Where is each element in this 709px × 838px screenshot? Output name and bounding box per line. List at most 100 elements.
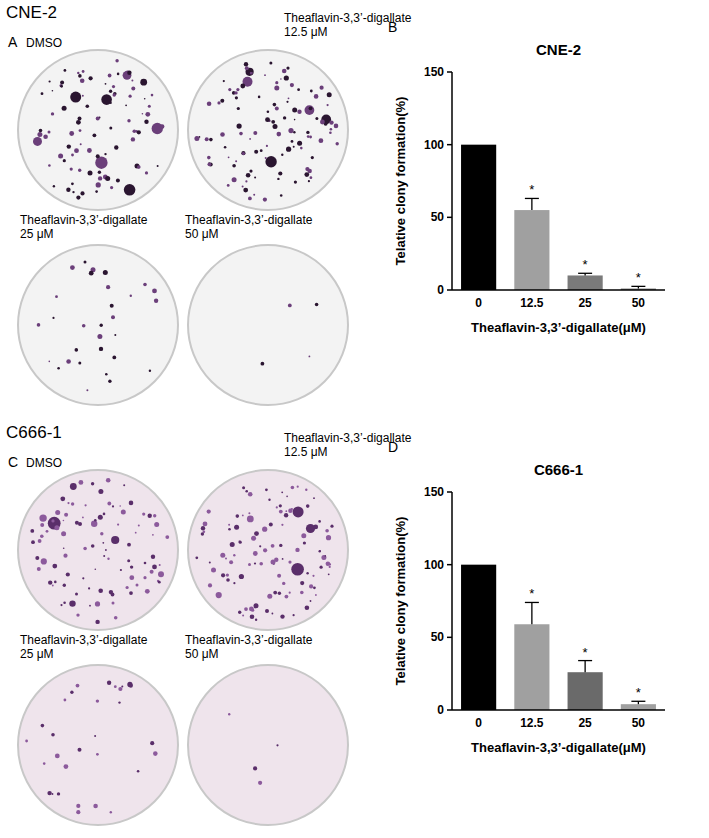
colony xyxy=(269,61,272,64)
colony xyxy=(245,180,247,182)
colony xyxy=(76,684,80,688)
colony xyxy=(67,144,71,148)
colony xyxy=(152,289,157,294)
colony xyxy=(144,562,147,565)
colony xyxy=(220,132,225,137)
colony xyxy=(220,99,224,103)
colony xyxy=(306,504,310,508)
colony xyxy=(244,62,248,66)
colony xyxy=(143,283,147,287)
colony xyxy=(226,578,230,582)
error-cap xyxy=(631,286,645,287)
colony xyxy=(137,165,141,169)
plate-label: Theaflavin-3,3’-digallate12.5 μM xyxy=(284,431,412,459)
bar xyxy=(621,704,656,710)
colony xyxy=(129,575,134,580)
bars xyxy=(461,565,656,710)
colony xyxy=(195,556,198,559)
colony xyxy=(131,87,135,91)
colony xyxy=(220,553,225,558)
colony xyxy=(103,555,105,557)
colony xyxy=(211,568,216,573)
bar xyxy=(514,624,549,710)
colony xyxy=(76,95,79,98)
colony xyxy=(157,165,159,167)
colony xyxy=(119,505,121,507)
colony xyxy=(57,792,60,795)
colony xyxy=(51,733,55,737)
colony xyxy=(117,73,120,76)
colony xyxy=(254,150,258,154)
colony xyxy=(78,74,82,78)
colony xyxy=(80,191,84,195)
colony xyxy=(110,811,112,813)
colony xyxy=(78,169,81,172)
colony xyxy=(40,523,44,527)
colony xyxy=(293,146,295,148)
colony xyxy=(254,562,256,564)
colony xyxy=(93,804,98,809)
colony xyxy=(228,524,230,526)
colony xyxy=(236,514,240,518)
colony xyxy=(326,535,331,540)
colony xyxy=(280,194,283,197)
colony xyxy=(63,547,65,549)
colony xyxy=(152,534,154,536)
panel-letter: A xyxy=(8,34,18,50)
colony xyxy=(279,510,283,514)
colony xyxy=(271,120,275,124)
colony xyxy=(63,159,66,162)
y-axis xyxy=(451,72,453,290)
y-tick-label: 100 xyxy=(424,138,444,152)
colony xyxy=(105,83,107,85)
colony xyxy=(154,522,159,527)
x-tick-label: 0 xyxy=(475,296,482,310)
colony xyxy=(229,560,233,564)
colony xyxy=(297,110,301,114)
colony xyxy=(69,131,74,136)
colony xyxy=(226,574,229,577)
colony xyxy=(247,516,254,523)
colony xyxy=(265,156,276,167)
colony xyxy=(49,361,51,363)
x-tick-label: 12.5 xyxy=(520,716,544,730)
colony xyxy=(244,607,248,611)
colony xyxy=(319,138,324,143)
error-cap xyxy=(525,198,539,199)
bar xyxy=(514,210,549,290)
colony xyxy=(242,486,245,489)
plate-dish xyxy=(188,50,348,210)
colony xyxy=(109,590,113,594)
colony xyxy=(38,539,42,543)
colony xyxy=(112,602,115,605)
colony xyxy=(245,66,249,70)
plate-dish xyxy=(18,50,178,210)
colony xyxy=(249,170,252,173)
colony xyxy=(60,496,65,501)
colony xyxy=(282,69,287,74)
section-header: CNE-2 xyxy=(6,3,57,22)
colony xyxy=(326,562,331,567)
plate-label-line: Theaflavin-3,3’-digallate xyxy=(20,213,148,227)
colony xyxy=(292,108,297,113)
colony xyxy=(318,520,321,523)
colony xyxy=(159,564,161,566)
error-cap xyxy=(578,660,592,661)
colony xyxy=(76,120,81,125)
colony xyxy=(238,611,241,614)
colony xyxy=(158,581,161,584)
panel-letter: B xyxy=(388,19,397,35)
colony xyxy=(67,502,69,504)
chart-title: CNE-2 xyxy=(536,41,581,58)
colony xyxy=(148,514,152,518)
colony xyxy=(241,151,245,155)
colony xyxy=(85,504,87,506)
colony xyxy=(82,70,85,73)
colony xyxy=(288,97,290,99)
plate-label: DMSO xyxy=(26,36,62,50)
colony xyxy=(311,156,314,159)
colony xyxy=(131,137,135,141)
significance-mark: * xyxy=(636,685,641,700)
colony xyxy=(242,186,244,188)
error-stem xyxy=(584,661,585,673)
